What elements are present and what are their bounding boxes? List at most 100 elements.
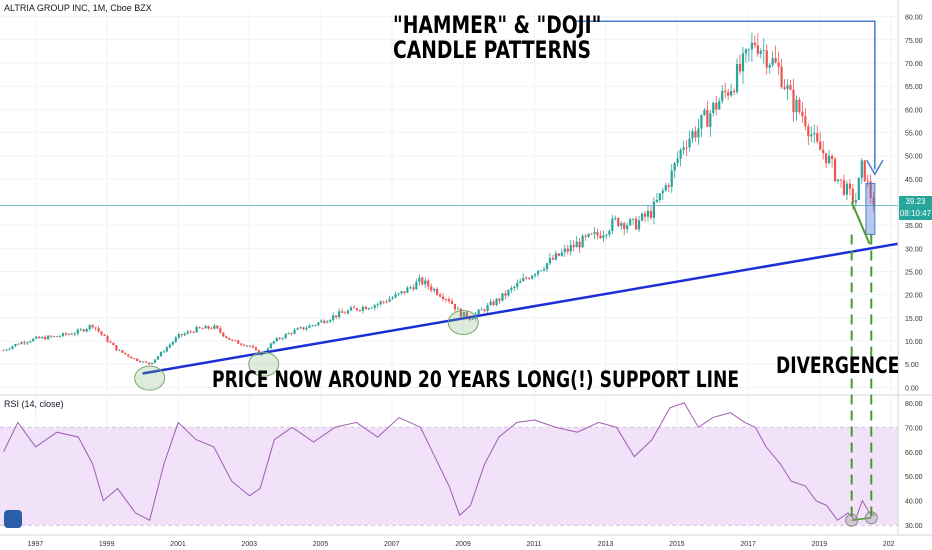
candle-body — [753, 42, 756, 46]
price-tick-label: 10.00 — [905, 339, 923, 346]
candle-body — [421, 277, 424, 285]
candle-body — [150, 362, 154, 365]
candle-body — [825, 153, 828, 164]
candle-body — [545, 263, 549, 270]
candle-body — [738, 64, 742, 72]
candle-body — [774, 58, 777, 63]
candle-body — [459, 308, 462, 317]
candle-body — [412, 287, 415, 290]
candle-body — [744, 49, 748, 54]
candle-body — [872, 197, 875, 207]
support-touch-circle — [134, 365, 166, 391]
symbol-header: ALTRIA GROUP INC, 1M, Cboe BZX — [4, 3, 152, 13]
candle-body — [839, 179, 843, 181]
candle-body — [828, 155, 831, 164]
time-tick-label: 2013 — [598, 541, 614, 548]
candle-body — [866, 180, 869, 182]
candle-body — [162, 351, 166, 353]
candle-body — [320, 320, 323, 323]
candle-body — [67, 334, 70, 335]
candle-body — [97, 328, 100, 332]
candle-body — [171, 341, 174, 345]
candle-body — [153, 359, 157, 363]
candle-body — [682, 147, 685, 150]
time-tick-label: 2015 — [669, 541, 685, 548]
candle-body — [536, 270, 540, 275]
candle-body — [35, 336, 38, 339]
candle-body — [688, 138, 691, 148]
candle-body — [49, 335, 53, 337]
candle-body — [863, 160, 866, 181]
candle-body — [308, 325, 311, 328]
candle-body — [121, 350, 124, 353]
rsi-indicator-header[interactable]: RSI (14, close) — [4, 399, 64, 409]
candle-body — [245, 345, 249, 347]
candle-body — [201, 328, 204, 329]
candle-body — [403, 291, 406, 293]
candle-body — [106, 335, 109, 342]
candle-body — [640, 213, 644, 221]
candle-body — [801, 111, 804, 117]
candle-body — [572, 245, 575, 248]
candle-body — [450, 301, 454, 304]
price-tick-label: 0.00 — [905, 385, 919, 392]
candle-body — [531, 275, 534, 279]
support-line — [142, 242, 899, 375]
candle-body — [453, 303, 457, 310]
candle-body — [112, 342, 115, 346]
candle-body — [519, 281, 522, 283]
candle-body — [314, 325, 317, 326]
candle-body — [489, 301, 492, 305]
candle-body — [323, 320, 326, 323]
candle-body — [438, 294, 442, 297]
rsi-line-layer — [3, 402, 876, 522]
candle-body — [338, 311, 341, 318]
candle-body — [118, 350, 121, 352]
candle-body — [8, 348, 11, 350]
candle-body — [79, 329, 82, 331]
candle-body — [76, 329, 79, 334]
candle-body — [358, 310, 362, 311]
candle-body — [180, 334, 183, 336]
candle-body — [207, 326, 210, 329]
candle-body — [634, 218, 638, 230]
candle-body — [427, 280, 430, 287]
candle-body — [382, 301, 385, 303]
candle-body — [456, 308, 460, 310]
annotation-support: PRICE NOW AROUND 20 YEARS LONG(!) SUPPOR… — [212, 368, 740, 393]
candle-body — [712, 102, 715, 114]
candle-body — [724, 90, 727, 93]
candle-body — [251, 346, 255, 348]
candle-body — [430, 286, 433, 291]
time-axis[interactable]: 1997 1999 2001 2003 2005 2007 2009 2011 2013 2015… — [0, 534, 932, 548]
candle-body — [23, 342, 26, 344]
candle-body — [643, 213, 647, 217]
candle-body — [655, 200, 658, 202]
tradingview-logo-icon[interactable] — [4, 510, 22, 528]
candle-body — [269, 343, 272, 349]
rsi-tick-label: 30.00 — [905, 523, 923, 530]
candle-body — [418, 277, 421, 282]
candle-body — [632, 218, 635, 220]
candle-body — [165, 347, 168, 352]
candle-body — [830, 155, 834, 160]
candle-body — [240, 343, 243, 345]
price-tick-label: 15.00 — [905, 316, 923, 323]
candle-body — [222, 332, 225, 337]
candle-body — [581, 235, 584, 248]
candle-body — [730, 91, 733, 96]
candle-body — [189, 331, 192, 333]
candle-body — [756, 45, 759, 54]
candle-body — [842, 180, 846, 195]
rsi-axis[interactable]: 30.00 40.00 50.00 60.00 70.00 80.00 — [905, 401, 923, 530]
price-tick-label: 65.00 — [905, 84, 923, 91]
candle-body — [293, 329, 296, 334]
candle-body — [534, 274, 537, 276]
price-tick-label: 30.00 — [905, 246, 923, 253]
candle-body — [228, 337, 231, 340]
candle-body — [373, 305, 376, 308]
candle-body — [287, 333, 290, 335]
candle-body — [349, 307, 353, 311]
candle-body — [58, 336, 62, 337]
